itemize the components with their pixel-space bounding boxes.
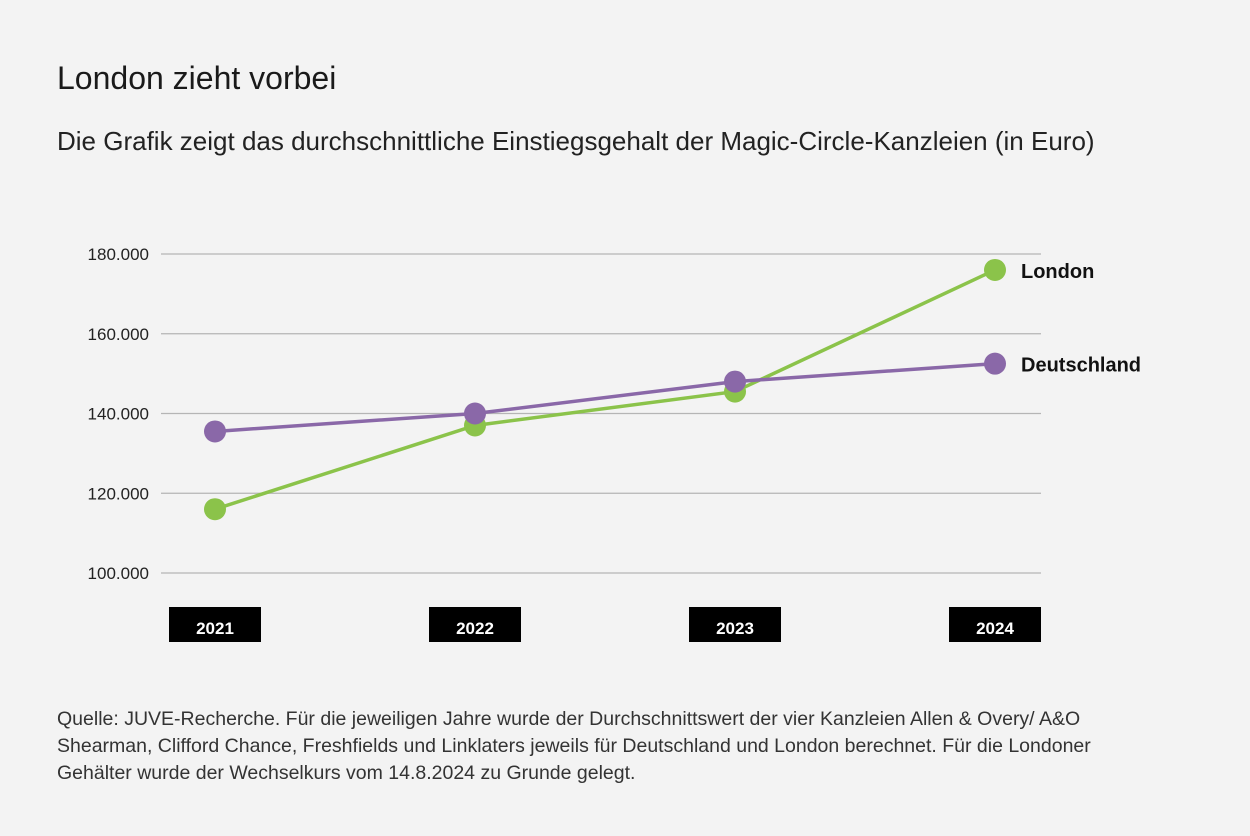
data-point-deutschland — [204, 420, 226, 443]
y-tick-label: 120.000 — [88, 484, 149, 503]
x-tick-box — [429, 607, 521, 642]
y-tick-label: 160.000 — [88, 325, 149, 344]
y-tick-label: 180.000 — [88, 245, 149, 264]
x-tick-label: 2021 — [196, 619, 234, 638]
data-point-deutschland — [984, 352, 1006, 375]
chart-title: London zieht vorbei — [57, 60, 337, 96]
data-point-deutschland — [724, 370, 746, 393]
gridlines — [161, 253, 1041, 574]
x-tick-label: 2022 — [456, 619, 494, 638]
series-line-deutschland — [214, 361, 996, 434]
series-points — [204, 258, 1006, 521]
data-point-london — [984, 258, 1006, 281]
series-label-london: London — [1021, 261, 1094, 283]
y-tick-label: 140.000 — [88, 405, 149, 424]
x-tick-box — [949, 607, 1041, 642]
series-labels: London Deutschland — [1021, 261, 1141, 377]
y-tick-label: 100.000 — [88, 564, 149, 583]
x-tick-box — [169, 607, 261, 642]
line-chart: 100.000 120.000 140.000 160.000 180.000 2021… — [88, 245, 1141, 642]
chart-subtitle: Die Grafik zeigt das durchschnittliche E… — [57, 126, 1095, 156]
x-axis-ticks: 2021 2022 2023 2024 — [169, 607, 1041, 642]
series-lines — [214, 268, 996, 511]
series-line-london — [214, 268, 996, 511]
series-label-deutschland: Deutschland — [1021, 355, 1141, 377]
x-tick-label: 2023 — [716, 619, 754, 638]
data-point-deutschland — [464, 402, 486, 425]
x-tick-box — [689, 607, 781, 642]
x-tick-label: 2024 — [976, 619, 1014, 638]
data-point-london — [204, 498, 226, 521]
y-axis-ticks: 100.000 120.000 140.000 160.000 180.000 — [88, 245, 149, 583]
source-note: Quelle: JUVE-Recherche. Für die jeweilig… — [57, 708, 1091, 784]
